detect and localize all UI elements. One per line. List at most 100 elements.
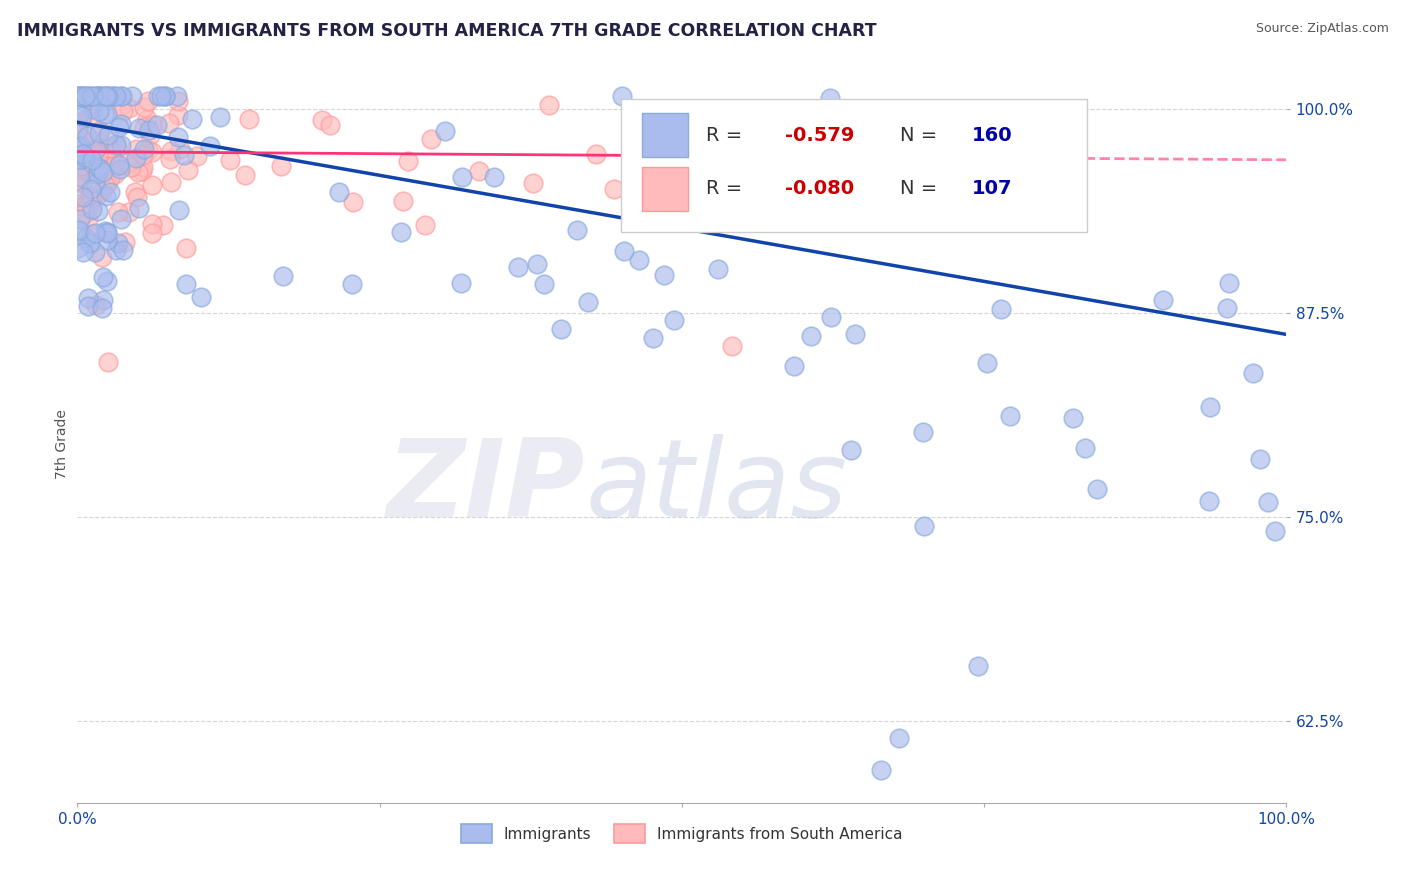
Point: [155, 89, 177, 103]
Point: [77, 299, 100, 313]
Point: [633, 182, 655, 196]
Text: N =: N =: [900, 179, 943, 198]
Text: 160: 160: [972, 126, 1012, 145]
Point: [110, 117, 132, 131]
Point: [209, 110, 232, 124]
Point: [1264, 524, 1286, 539]
Point: [94, 224, 117, 238]
Point: [108, 162, 131, 177]
Point: [90, 250, 112, 264]
Point: [138, 122, 160, 136]
Point: [318, 118, 340, 132]
Text: IMMIGRANTS VS IMMIGRANTS FROM SOUTH AMERICA 7TH GRADE CORRELATION CHART: IMMIGRANTS VS IMMIGRANTS FROM SOUTH AMER…: [17, 22, 876, 40]
Point: [89, 89, 111, 103]
Point: [77, 89, 100, 103]
Point: [1152, 293, 1174, 307]
Y-axis label: 7th Grade: 7th Grade: [55, 409, 69, 479]
Point: [735, 183, 758, 197]
Point: [97, 89, 120, 103]
Point: [190, 290, 212, 304]
Point: [136, 94, 159, 108]
Point: [707, 261, 730, 276]
Point: [136, 112, 159, 127]
Point: [820, 310, 842, 325]
Point: [610, 89, 633, 103]
Point: [328, 185, 350, 199]
Point: [1216, 301, 1239, 315]
Point: [72, 89, 94, 103]
Point: [110, 99, 132, 113]
Point: [97, 128, 120, 142]
Point: [131, 164, 153, 178]
Point: [121, 89, 143, 103]
Point: [662, 312, 685, 326]
Point: [72, 245, 94, 260]
Point: [820, 91, 842, 105]
Point: [155, 89, 177, 103]
Text: atlas: atlas: [585, 434, 846, 540]
Point: [128, 121, 150, 136]
Point: [94, 89, 117, 103]
Point: [912, 425, 935, 439]
Point: [98, 185, 121, 199]
Point: [389, 225, 412, 239]
Point: [69, 153, 91, 167]
Point: [177, 162, 200, 177]
Point: [91, 148, 114, 162]
Point: [70, 176, 93, 190]
Point: [114, 235, 136, 249]
Point: [91, 293, 114, 308]
Point: [160, 175, 183, 189]
Point: [180, 112, 202, 127]
Point: [73, 145, 96, 160]
Point: [69, 161, 91, 176]
Point: [82, 227, 104, 242]
Point: [1062, 410, 1084, 425]
Point: [91, 164, 114, 178]
Point: [167, 203, 190, 218]
Point: [142, 118, 165, 132]
Point: [662, 134, 685, 148]
Point: [641, 331, 664, 345]
Point: [127, 165, 149, 179]
Point: [433, 124, 456, 138]
Point: [70, 176, 93, 190]
Point: [576, 295, 599, 310]
Point: [105, 156, 128, 170]
Point: [103, 89, 125, 103]
Point: [96, 234, 118, 248]
Point: [340, 277, 363, 291]
Point: [108, 120, 131, 134]
Point: [990, 301, 1012, 316]
FancyBboxPatch shape: [621, 99, 1087, 232]
Bar: [643, 167, 688, 211]
Point: [107, 235, 129, 250]
Point: [82, 89, 104, 103]
Point: [93, 150, 115, 164]
Point: [141, 217, 163, 231]
Point: [104, 138, 127, 153]
Point: [98, 141, 121, 155]
Point: [98, 171, 121, 186]
Point: [166, 94, 188, 108]
Point: [72, 89, 94, 103]
Point: [482, 169, 505, 184]
Point: [173, 148, 195, 162]
Point: [86, 167, 108, 181]
Point: [713, 169, 735, 184]
Text: N =: N =: [900, 126, 943, 145]
Point: [75, 197, 97, 211]
Point: [79, 199, 101, 213]
Point: [233, 169, 256, 183]
Point: [136, 144, 159, 158]
Point: [66, 122, 89, 136]
Point: [889, 731, 911, 745]
Point: [100, 145, 122, 160]
Point: [84, 176, 107, 190]
Point: [70, 159, 93, 173]
Point: [567, 223, 589, 237]
Point: [120, 160, 142, 174]
Point: [118, 205, 141, 219]
Point: [96, 226, 118, 240]
Point: [91, 145, 114, 159]
